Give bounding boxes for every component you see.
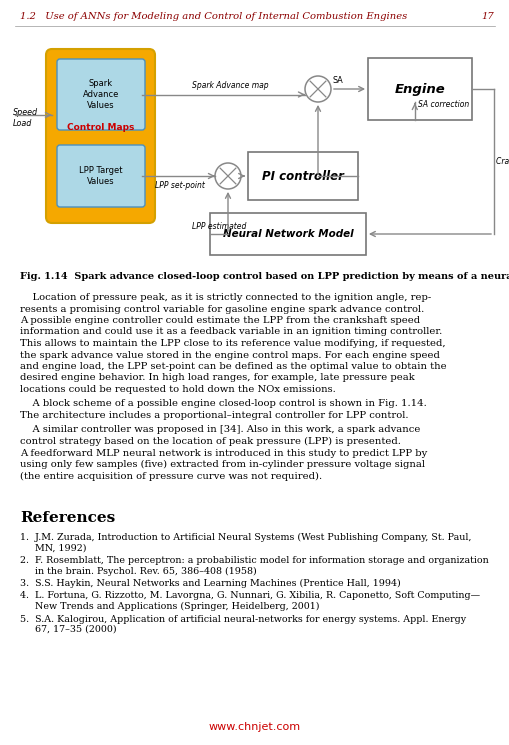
- Text: The architecture includes a proportional–integral controller for LPP control.: The architecture includes a proportional…: [20, 411, 408, 420]
- Text: Neural Network Model: Neural Network Model: [222, 229, 353, 239]
- Text: LPP estimated: LPP estimated: [191, 222, 246, 231]
- Text: control strategy based on the location of peak pressure (LPP) is presented.: control strategy based on the location o…: [20, 437, 400, 446]
- Text: 1.2   Use of ANNs for Modeling and Control of Internal Combustion Engines: 1.2 Use of ANNs for Modeling and Control…: [20, 12, 407, 21]
- Text: Engine: Engine: [394, 83, 444, 95]
- FancyBboxPatch shape: [367, 58, 471, 120]
- FancyBboxPatch shape: [57, 59, 145, 130]
- Text: desired engine behavior. In high load ranges, for example, late pressure peak: desired engine behavior. In high load ra…: [20, 373, 414, 382]
- Text: Load: Load: [13, 119, 32, 128]
- Text: 2.  F. Rosemblatt, The perceptron: a probabilistic model for information storage: 2. F. Rosemblatt, The perceptron: a prob…: [20, 556, 488, 565]
- Text: Spark Advance map: Spark Advance map: [191, 81, 268, 90]
- Text: SA correction: SA correction: [417, 100, 468, 109]
- Text: References: References: [20, 511, 115, 525]
- Text: information and could use it as a feedback variable in an ignition timing contro: information and could use it as a feedba…: [20, 328, 441, 337]
- Text: This allows to maintain the LPP close to its reference value modifying, if reque: This allows to maintain the LPP close to…: [20, 339, 445, 348]
- Text: A similar controller was proposed in [34]. Also in this work, a spark advance: A similar controller was proposed in [34…: [20, 425, 419, 434]
- Text: LPP set-point: LPP set-point: [155, 181, 205, 190]
- Text: LPP Target
Values: LPP Target Values: [79, 166, 123, 186]
- Text: Control Maps: Control Maps: [67, 122, 134, 132]
- Text: A block scheme of a possible engine closed-loop control is shown in Fig. 1.14.: A block scheme of a possible engine clos…: [20, 399, 426, 408]
- Text: the spark advance value stored in the engine control maps. For each engine speed: the spark advance value stored in the en…: [20, 350, 439, 360]
- Text: 17: 17: [480, 12, 493, 21]
- Text: Crankshaft signal: Crankshaft signal: [495, 157, 509, 166]
- Text: Spark
Advance
Values: Spark Advance Values: [82, 79, 119, 110]
- Text: resents a promising control variable for gasoline engine spark advance control.: resents a promising control variable for…: [20, 305, 423, 314]
- FancyBboxPatch shape: [46, 49, 155, 223]
- Text: A possible engine controller could estimate the LPP from the crankshaft speed: A possible engine controller could estim…: [20, 316, 419, 325]
- Text: Speed: Speed: [13, 108, 38, 117]
- Text: A feedforward MLP neural network is introduced in this study to predict LPP by: A feedforward MLP neural network is intr…: [20, 448, 427, 457]
- Text: and engine load, the LPP set-point can be defined as the optimal value to obtain: and engine load, the LPP set-point can b…: [20, 362, 446, 371]
- FancyBboxPatch shape: [247, 152, 357, 200]
- FancyBboxPatch shape: [57, 145, 145, 207]
- Text: SA: SA: [332, 76, 343, 85]
- Text: locations could be requested to hold down the NOx emissions.: locations could be requested to hold dow…: [20, 385, 335, 394]
- Text: www.chnjet.com: www.chnjet.com: [209, 722, 300, 732]
- Text: New Trends and Applications (Springer, Heidelberg, 2001): New Trends and Applications (Springer, H…: [20, 602, 319, 611]
- Text: 1.  J.M. Zurada, Introduction to Artificial Neural Systems (West Publishing Comp: 1. J.M. Zurada, Introduction to Artifici…: [20, 533, 471, 542]
- Text: Location of pressure peak, as it is strictly connected to the ignition angle, re: Location of pressure peak, as it is stri…: [20, 293, 431, 302]
- Text: 67, 17–35 (2000): 67, 17–35 (2000): [20, 625, 117, 634]
- Text: PI controller: PI controller: [262, 170, 343, 183]
- Text: in the brain. Psychol. Rev. 65, 386–408 (1958): in the brain. Psychol. Rev. 65, 386–408 …: [20, 566, 256, 576]
- Text: using only few samples (five) extracted from in-cylinder pressure voltage signal: using only few samples (five) extracted …: [20, 460, 424, 469]
- FancyBboxPatch shape: [210, 213, 365, 255]
- Text: (the entire acquisition of pressure curve was not required).: (the entire acquisition of pressure curv…: [20, 472, 322, 481]
- Text: 3.  S.S. Haykin, Neural Networks and Learning Machines (Prentice Hall, 1994): 3. S.S. Haykin, Neural Networks and Lear…: [20, 579, 400, 588]
- Text: MN, 1992): MN, 1992): [20, 544, 87, 553]
- Text: Fig. 1.14  Spark advance closed-loop control based on LPP prediction by means of: Fig. 1.14 Spark advance closed-loop cont…: [20, 272, 509, 281]
- Text: 4.  L. Fortuna, G. Rizzotto, M. Lavorgna, G. Nunnari, G. Xibilia, R. Caponetto, : 4. L. Fortuna, G. Rizzotto, M. Lavorgna,…: [20, 592, 479, 600]
- Text: 5.  S.A. Kalogirou, Application of artificial neural-networks for energy systems: 5. S.A. Kalogirou, Application of artifi…: [20, 615, 465, 624]
